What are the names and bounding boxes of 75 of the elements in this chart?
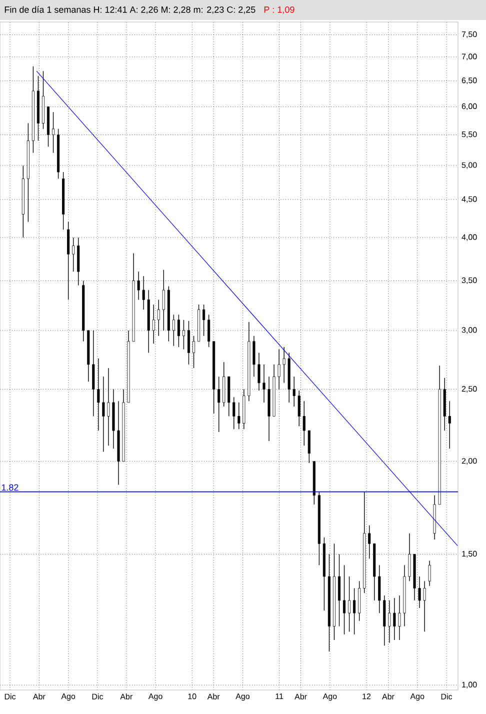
x-tick-label: Ago <box>410 694 424 701</box>
y-tick-label: 7,50 <box>462 31 477 38</box>
candlestick <box>152 304 155 344</box>
candlestick <box>258 352 260 391</box>
x-tick-label: Ago <box>148 694 162 701</box>
x-tick-label: Ago <box>322 694 337 701</box>
candlestick <box>428 560 431 586</box>
y-tick-label: 5,50 <box>462 131 477 138</box>
y-tick-label: 3,00 <box>462 327 477 334</box>
ref-line-label: 1.82 <box>2 484 18 491</box>
y-tick-label: 1,00 <box>462 682 477 688</box>
candlestick <box>262 364 266 403</box>
y-tick-label: 4,00 <box>462 234 477 241</box>
candlestick <box>353 588 356 635</box>
x-tick-label: Abr <box>32 694 46 700</box>
candlestick <box>157 299 160 336</box>
candlestick <box>308 430 310 464</box>
candlestick <box>278 348 280 390</box>
candlestick <box>282 346 286 384</box>
y-tick-label: 6,50 <box>462 78 477 84</box>
x-tick-label: Dic <box>92 694 104 700</box>
candlestick <box>302 400 306 446</box>
x-tick-label: Dic <box>441 694 452 700</box>
candlestick <box>142 276 145 310</box>
candlestick <box>182 320 185 350</box>
candlestick <box>202 304 206 336</box>
candlestick <box>423 580 426 632</box>
y-tick-label: 3,50 <box>462 277 477 284</box>
x-tick-label: 12 <box>362 694 371 700</box>
candlestick <box>72 237 75 272</box>
candlestick <box>398 595 401 640</box>
chart-title: Fin de día 1 semanas H: 12:41 A: 2,26 M: 2,28 m: 2,23 C: 2,25 <box>4 6 256 14</box>
candlestick <box>97 358 100 431</box>
candlestick <box>252 336 256 377</box>
candlestick <box>172 314 175 346</box>
y-tick-label: 4,50 <box>462 196 477 203</box>
x-tick-label: 10 <box>188 694 196 700</box>
x-tick-label: Abr <box>294 694 307 700</box>
candlestick <box>298 390 300 427</box>
candlestick <box>338 554 341 627</box>
x-tick-label: Ago <box>236 694 250 701</box>
y-tick-label: 2,50 <box>462 386 477 393</box>
candlestick <box>238 402 240 430</box>
y-tick-label: 2,00 <box>462 458 477 465</box>
x-tick-label: Abr <box>382 694 394 700</box>
candlestick <box>388 600 391 644</box>
y-tick-label: 7,00 <box>462 54 477 60</box>
candlestick <box>208 314 210 348</box>
candlestick <box>342 564 346 635</box>
x-tick-label: Abr <box>207 694 220 700</box>
candlestick <box>368 525 371 559</box>
candlestick <box>187 320 190 365</box>
candlestick <box>218 376 220 432</box>
candlestick <box>292 376 296 407</box>
candlestick <box>107 368 110 446</box>
candlestick <box>393 598 396 640</box>
candlestick <box>418 576 421 608</box>
x-tick-label: Ago <box>61 694 76 701</box>
candlestick <box>52 112 55 154</box>
candlestick <box>348 576 351 632</box>
x-tick-label: Dic <box>4 694 16 700</box>
candlestick <box>162 269 165 331</box>
candlestick <box>177 314 180 348</box>
y-tick-label: 5,00 <box>462 162 477 169</box>
candlestick <box>232 396 236 430</box>
x-tick-label: Abr <box>120 694 132 700</box>
candlestick <box>192 336 196 368</box>
candlestick <box>408 533 411 582</box>
candlestick <box>137 271 140 300</box>
chart-subtitle: P : 1,09 <box>264 6 294 14</box>
candlestick <box>102 376 105 452</box>
candlestick <box>378 564 381 614</box>
x-tick-label: 11 <box>276 694 284 700</box>
y-tick-label: 6,00 <box>462 103 477 110</box>
y-tick-label: 1,50 <box>462 550 477 558</box>
